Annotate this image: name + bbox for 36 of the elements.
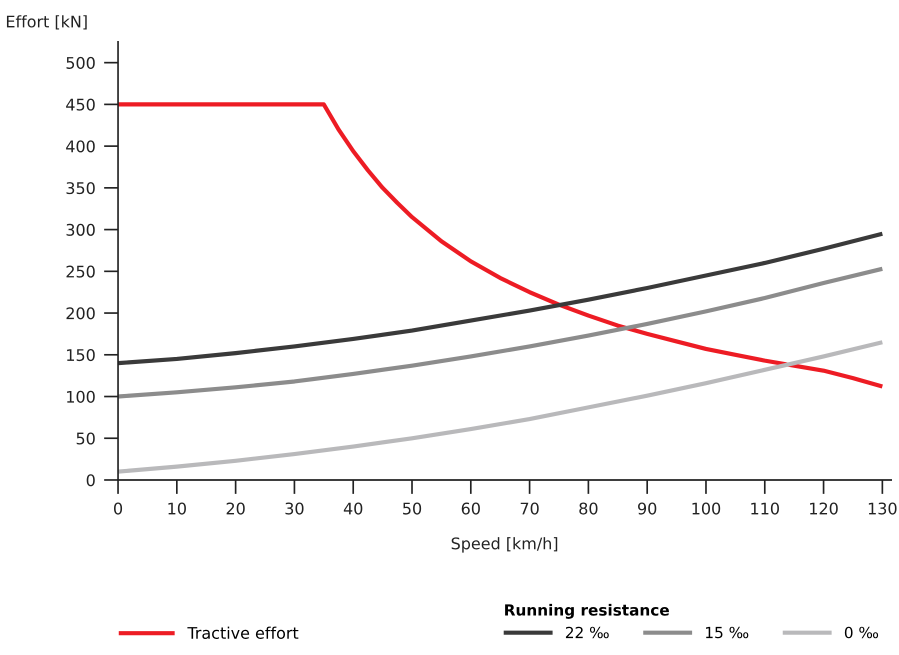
y-tick-label: 300: [66, 224, 95, 236]
y-tick-label: 0: [86, 474, 95, 486]
line-series: [118, 266, 884, 399]
y-tick-label: 350: [66, 182, 95, 194]
y-tick-label: 250: [66, 266, 95, 278]
legend-label: Tractive effort: [187, 626, 298, 639]
x-tick-label: 90: [638, 502, 656, 515]
y-tick-label: 450: [66, 98, 95, 111]
x-tick-label: 100: [692, 502, 720, 515]
legend-label: 22 ‰: [566, 626, 609, 638]
x-tick-label: 80: [579, 502, 598, 515]
x-tick-label: 120: [810, 502, 838, 515]
line-series: [118, 340, 884, 474]
line-series: [118, 232, 884, 366]
x-tick-label: 110: [751, 502, 779, 515]
x-tick-label: 30: [285, 502, 304, 515]
y-tick-label: 50: [76, 432, 95, 445]
y-axis-title: Effort [kN]: [6, 15, 87, 30]
y-tick-label: 500: [66, 56, 95, 69]
legend-title: Running resistance: [505, 604, 669, 619]
legend-label: 0 ‰: [844, 626, 878, 638]
line-series: [118, 102, 884, 389]
y-tick-label: 100: [67, 390, 95, 403]
x-tick-label: 0: [114, 502, 122, 515]
y-tick-label: 400: [66, 140, 95, 152]
y-tick-label: 200: [66, 307, 95, 320]
x-tick-label: 10: [168, 502, 186, 515]
x-axis-title: Speed [km/h]: [452, 537, 558, 553]
x-tick-label: 20: [226, 502, 245, 515]
x-tick-label: 50: [403, 502, 422, 515]
y-tick-label: 150: [67, 349, 95, 362]
x-tick-label: 70: [520, 502, 539, 515]
x-tick-label: 60: [462, 502, 480, 515]
legend-label: 15 ‰: [706, 626, 748, 638]
x-tick-label: 130: [868, 502, 897, 515]
x-tick-label: 40: [344, 502, 362, 515]
